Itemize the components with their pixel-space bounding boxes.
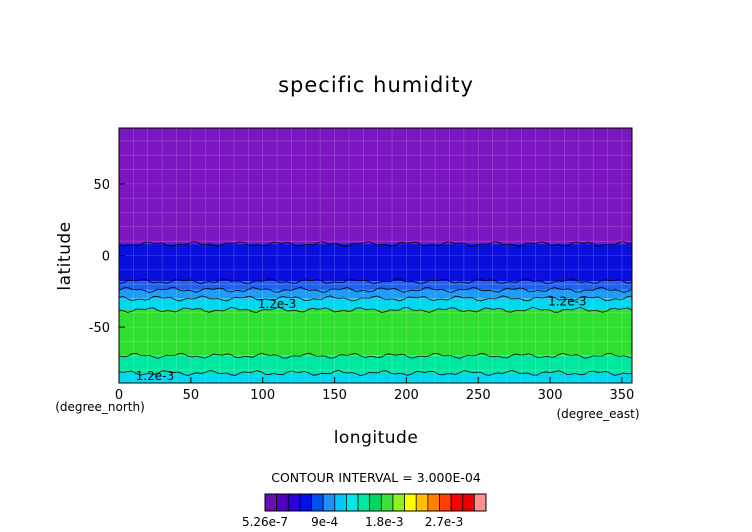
colorbar-swatch [380, 493, 394, 512]
colorbar-swatch [346, 493, 359, 512]
y-axis-label: latitude [55, 221, 75, 290]
y-axis: -50 0 50 [89, 178, 125, 336]
contour-label: 1.2e-3 [548, 294, 586, 308]
y-unit-label: (degree_north) [55, 400, 145, 414]
contour-line [119, 369, 632, 377]
contour-line [119, 306, 632, 314]
colorbar-tick-label: 5.26e-7 [242, 515, 288, 529]
colorbar-swatch [474, 493, 487, 512]
colorbar-tick-label: 2.7e-3 [425, 515, 463, 529]
contour-line [119, 240, 632, 248]
x-tick-label: 350 [610, 388, 635, 403]
y-tick-label: 0 [102, 250, 110, 265]
latitude-band [119, 372, 632, 383]
colorbar [264, 493, 487, 512]
latitude-band [119, 128, 632, 245]
colorbar-labels: 5.26e-7 9e-4 1.8e-3 2.7e-3 [242, 515, 463, 529]
colorbar-swatch [404, 493, 417, 512]
x-tick-label: 150 [322, 388, 347, 403]
x-tick-label: 250 [466, 388, 491, 403]
latitude-band [119, 355, 632, 373]
colorbar-frame [264, 493, 487, 512]
colorbar-swatch [322, 493, 336, 512]
colorbar-swatch [276, 493, 289, 512]
colorbar-swatch [427, 493, 440, 512]
colorbar-swatch [311, 493, 324, 512]
contour-label: 1.2e-3 [258, 297, 296, 311]
x-tick-label: 100 [250, 388, 275, 403]
colorbar-swatch [299, 493, 312, 512]
colorbar-swatch [392, 493, 405, 512]
plot-area: 1.2e-3 1.2e-3 1.2e-3 [119, 128, 632, 383]
y-tick-label: -50 [89, 321, 110, 336]
colorbar-swatch [415, 493, 429, 512]
colorbar-swatch [264, 493, 277, 512]
contour-line [119, 352, 632, 359]
contour-line [119, 295, 632, 302]
latitude-band [119, 281, 632, 290]
colorbar-swatch [334, 493, 347, 512]
contour-line [119, 278, 632, 285]
x-tick-label: 50 [183, 388, 200, 403]
colorbar-swatch [287, 493, 301, 512]
colorbar-swatch [369, 493, 382, 512]
x-tick-label: 200 [394, 388, 419, 403]
y-tick-label: 50 [93, 178, 110, 193]
colorbar-tick-label: 9e-4 [311, 515, 338, 529]
contour-line [119, 286, 632, 294]
x-tick-label: 0 [115, 388, 123, 403]
x-axis: 0 50 100 150 200 250 300 350 [115, 377, 634, 403]
contour-interval-label: CONTOUR INTERVAL = 3.000E-04 [271, 470, 481, 485]
colorbar-swatch [439, 493, 452, 512]
x-axis-label: longitude [334, 428, 419, 448]
latitude-band [119, 298, 632, 310]
x-tick-label: 300 [538, 388, 563, 403]
x-unit-label: (degree_east) [556, 407, 639, 421]
contour-label: 1.2e-3 [136, 369, 174, 383]
latitude-band [119, 244, 632, 282]
colorbar-swatch [450, 493, 464, 512]
chart-title: specific humidity [278, 73, 474, 97]
latitude-band [119, 289, 632, 299]
colorbar-swatch [357, 493, 371, 512]
colorbar-tick-label: 1.8e-3 [365, 515, 403, 529]
colorbar-swatch [462, 493, 475, 512]
latitude-band [119, 309, 632, 356]
